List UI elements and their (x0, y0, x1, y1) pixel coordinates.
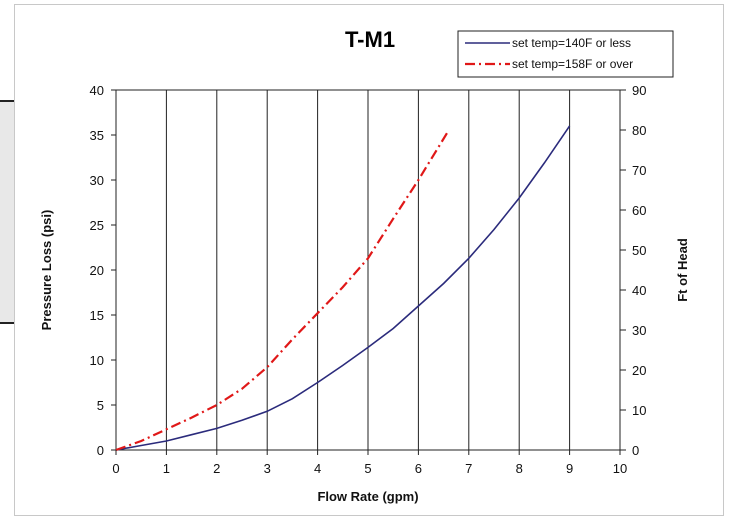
series-layer (115, 125, 571, 452)
ticks-layer: 0 1 2 3 4 5 6 7 8 9 10 0 5 10 15 20 25 30 35 40 0 10 20 30 40 50 6… (90, 83, 647, 476)
chart-title: T-M1 (345, 27, 395, 52)
x-tick-label-0: 0 (112, 461, 119, 476)
x-tick-label-9: 9 (566, 461, 573, 476)
y2-tick-label-30: 30 (632, 323, 646, 338)
side-panel (0, 100, 14, 324)
y2-tick-label-0: 0 (632, 443, 639, 458)
y-tick-label-25: 25 (90, 218, 104, 233)
y2-tick-label-70: 70 (632, 163, 646, 178)
y2-tick-label-50: 50 (632, 243, 646, 258)
x-tick-label-6: 6 (415, 461, 422, 476)
chart-frame (14, 4, 724, 516)
y2-tick-label-40: 40 (632, 283, 646, 298)
y-tick-label-35: 35 (90, 128, 104, 143)
y-tick-label-10: 10 (90, 353, 104, 368)
vertical-gridlines (165, 90, 571, 450)
y2-tick-label-90: 90 (632, 83, 646, 98)
y2-tick-label-20: 20 (632, 363, 646, 378)
x-tick-label-5: 5 (364, 461, 371, 476)
y-tick-label-20: 20 (90, 263, 104, 278)
legend-entry-140f: set temp=140F or less (512, 36, 631, 50)
series-line-1 (115, 129, 450, 452)
y-tick-label-30: 30 (90, 173, 104, 188)
x-tick-label-1: 1 (163, 461, 170, 476)
x-axis-label: Flow Rate (gpm) (317, 489, 418, 504)
x-tick-label-10: 10 (613, 461, 627, 476)
y-axis-label: Pressure Loss (psi) (39, 210, 54, 331)
x-tick-label-3: 3 (264, 461, 271, 476)
y2-tick-label-10: 10 (632, 403, 646, 418)
y-tick-label-40: 40 (90, 83, 104, 98)
y-tick-label-15: 15 (90, 308, 104, 323)
legend-entry-158f: set temp=158F or over (512, 57, 633, 71)
x-tick-label-2: 2 (213, 461, 220, 476)
x-tick-label-8: 8 (516, 461, 523, 476)
legend-box (457, 30, 674, 78)
x-tick-label-4: 4 (314, 461, 321, 476)
x-tick-label-7: 7 (465, 461, 472, 476)
y2-axis-label: Ft of Head (675, 238, 690, 302)
y-tick-label-5: 5 (97, 398, 104, 413)
y2-tick-label-60: 60 (632, 203, 646, 218)
y-tick-label-0: 0 (97, 443, 104, 458)
legend: set temp=140F or less set temp=158F or o… (457, 30, 674, 78)
y2-tick-label-80: 80 (632, 123, 646, 138)
series-line-0 (115, 125, 571, 451)
